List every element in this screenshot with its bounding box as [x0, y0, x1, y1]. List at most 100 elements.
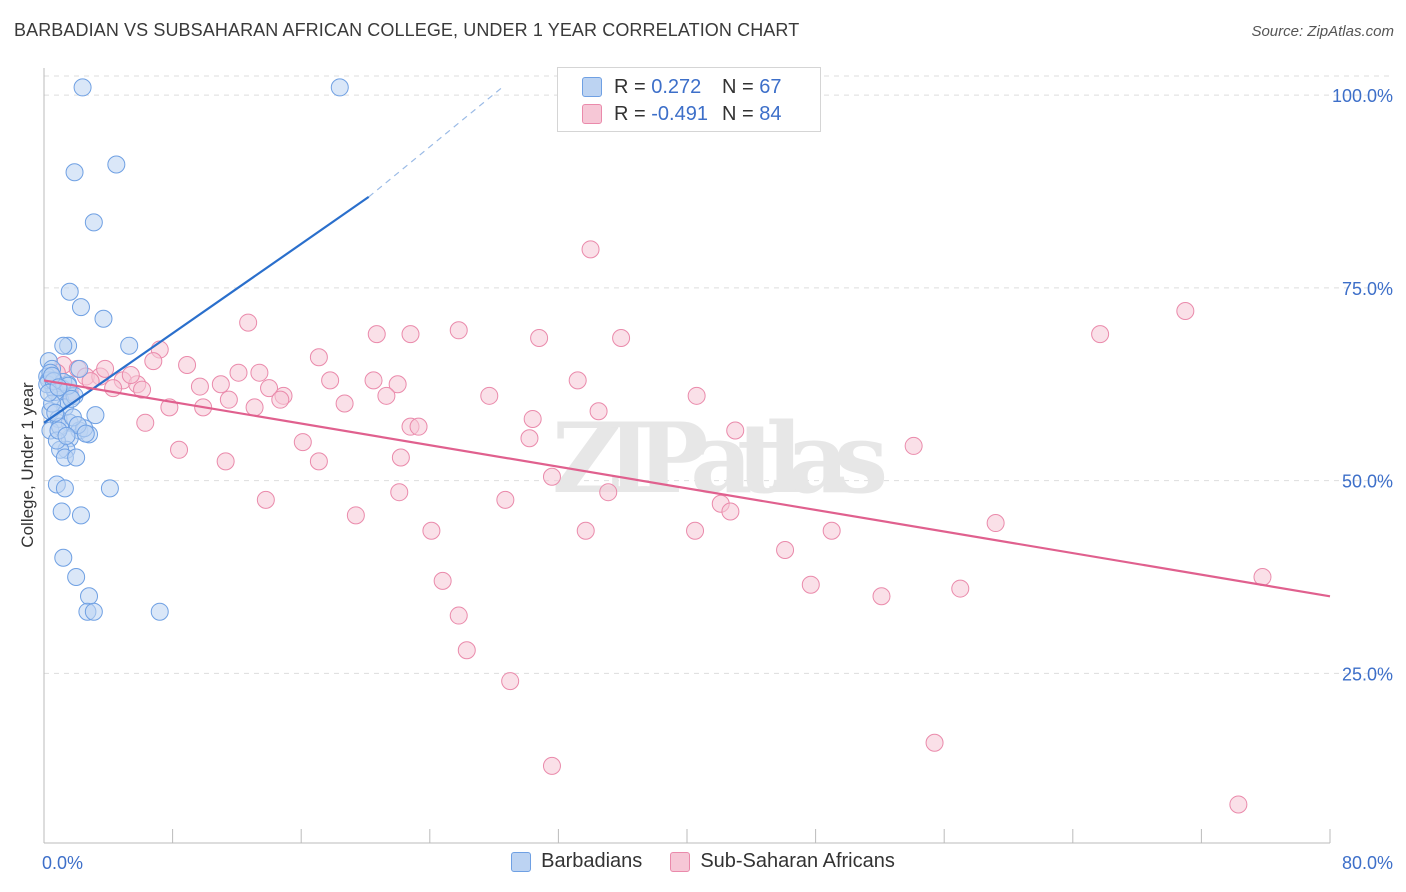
barbadian-point [100, 479, 119, 498]
subsaharan-point [449, 606, 468, 625]
legend-item-barbadians[interactable]: Barbadians [511, 850, 642, 873]
y-tick-label: 50.0% [1342, 472, 1393, 492]
subsaharan-point [190, 377, 209, 396]
subsaharan-point [872, 587, 891, 606]
subsaharan-point [293, 433, 312, 452]
n-label: N = [722, 102, 754, 125]
subsaharan-point [391, 448, 410, 467]
barbadian-point [150, 602, 169, 621]
barbadian-point [65, 163, 84, 182]
subsaharan-point [178, 355, 197, 374]
legend-row-subsaharan: R = -0.491 N = 84 [582, 101, 782, 127]
subsaharan-point [501, 672, 520, 691]
legend-swatch-pink [582, 104, 602, 124]
subsaharan-point [133, 380, 152, 399]
barbadian-point [54, 548, 73, 567]
subsaharan-point [721, 502, 740, 521]
subsaharan-point [951, 579, 970, 598]
subsaharan-point [216, 452, 235, 471]
barbadian-point [73, 78, 92, 97]
subsaharan-point [377, 386, 396, 405]
subsaharan-point [925, 733, 944, 752]
legend-swatch-pink [670, 851, 691, 872]
subsaharan-point [144, 352, 163, 371]
subsaharan-point [422, 521, 441, 540]
subsaharan-point [219, 390, 238, 409]
legend-item-subsaharan[interactable]: Sub-Saharan Africans [670, 850, 895, 873]
barbadian-point [54, 336, 73, 355]
n-value: 84 [759, 102, 782, 125]
subsaharan-point [401, 325, 420, 344]
subsaharan-point [581, 240, 600, 259]
y-tick-label: 100.0% [1332, 86, 1393, 106]
barbadian-point [55, 479, 74, 498]
y-axis-title: College, Under 1 year [18, 382, 37, 548]
series-barbadian-points [38, 78, 349, 621]
subsaharan-point [576, 521, 595, 540]
barbadian-point [70, 359, 89, 378]
subsaharan-point [346, 506, 365, 525]
barbadian-point [80, 587, 99, 606]
barbadian-point [52, 502, 71, 521]
series-subsaharan-points [44, 240, 1272, 814]
subsaharan-point [686, 521, 705, 540]
subsaharan-point [542, 467, 561, 486]
r-value: 0.272 [651, 75, 702, 98]
legend-swatch-blue [511, 851, 532, 872]
r-label: R = [614, 102, 646, 125]
subsaharan-point [121, 366, 140, 385]
legend-label-subsaharan: Sub-Saharan Africans [700, 850, 895, 872]
subsaharan-point [1091, 325, 1110, 344]
barbadian-point [120, 336, 139, 355]
barbadian-point [60, 282, 79, 301]
chart-title: BARBADIAN VS SUBSAHARAN AFRICAN COLLEGE,… [14, 20, 800, 40]
barbadian-point [67, 448, 86, 467]
subsaharan-point [409, 417, 428, 436]
subsaharan-point [170, 440, 189, 459]
subsaharan-point [726, 421, 745, 440]
barbadian-point [84, 602, 103, 621]
subsaharan-point [530, 328, 549, 347]
subsaharan-point [523, 409, 542, 428]
r-value: -0.491 [651, 102, 708, 125]
correlation-legend: R = 0.272 N = 67 R = -0.491 N = 84 [557, 67, 821, 132]
barbadian-point [57, 426, 76, 445]
barbadian-point [76, 424, 95, 443]
subsaharan-point [822, 521, 841, 540]
subsaharan-point [136, 413, 155, 432]
subsaharan-point [260, 379, 279, 398]
trend-lines [43, 86, 1331, 598]
subsaharan-point [986, 514, 1005, 533]
subsaharan-point [589, 402, 608, 421]
subsaharan-point [449, 321, 468, 340]
r-label: R = [614, 75, 646, 98]
n-label: N = [722, 75, 754, 98]
barbadian-point [86, 406, 105, 425]
subsaharan-point [390, 483, 409, 502]
axes [43, 68, 1331, 844]
subsaharan-point [612, 328, 631, 347]
subsaharan-point [496, 490, 515, 509]
series-legend: Barbadians Sub-Saharan Africans [0, 850, 1406, 873]
legend-swatch-blue [582, 77, 602, 97]
legend-r-subsaharan: R = -0.491 [614, 103, 722, 126]
subsaharan-point [256, 490, 275, 509]
subsaharan-point [904, 436, 923, 455]
subsaharan-point [542, 756, 561, 775]
barbadian-trend-line [43, 195, 370, 424]
subsaharan-point [245, 398, 264, 417]
subsaharan-point [239, 313, 258, 332]
barbadian-trend-extension [368, 86, 503, 198]
subsaharan-point [599, 483, 618, 502]
subsaharan-point [271, 390, 290, 409]
barbadian-point [330, 78, 349, 97]
subsaharan-point [367, 325, 386, 344]
subsaharan-point [388, 375, 407, 394]
subsaharan-point [309, 452, 328, 471]
subsaharan-point [776, 541, 795, 560]
legend-row-barbadians: R = 0.272 N = 67 [582, 74, 782, 100]
source-label: Source: ZipAtlas.com [1251, 23, 1394, 40]
subsaharan-point [433, 571, 452, 590]
subsaharan-point [364, 371, 383, 390]
